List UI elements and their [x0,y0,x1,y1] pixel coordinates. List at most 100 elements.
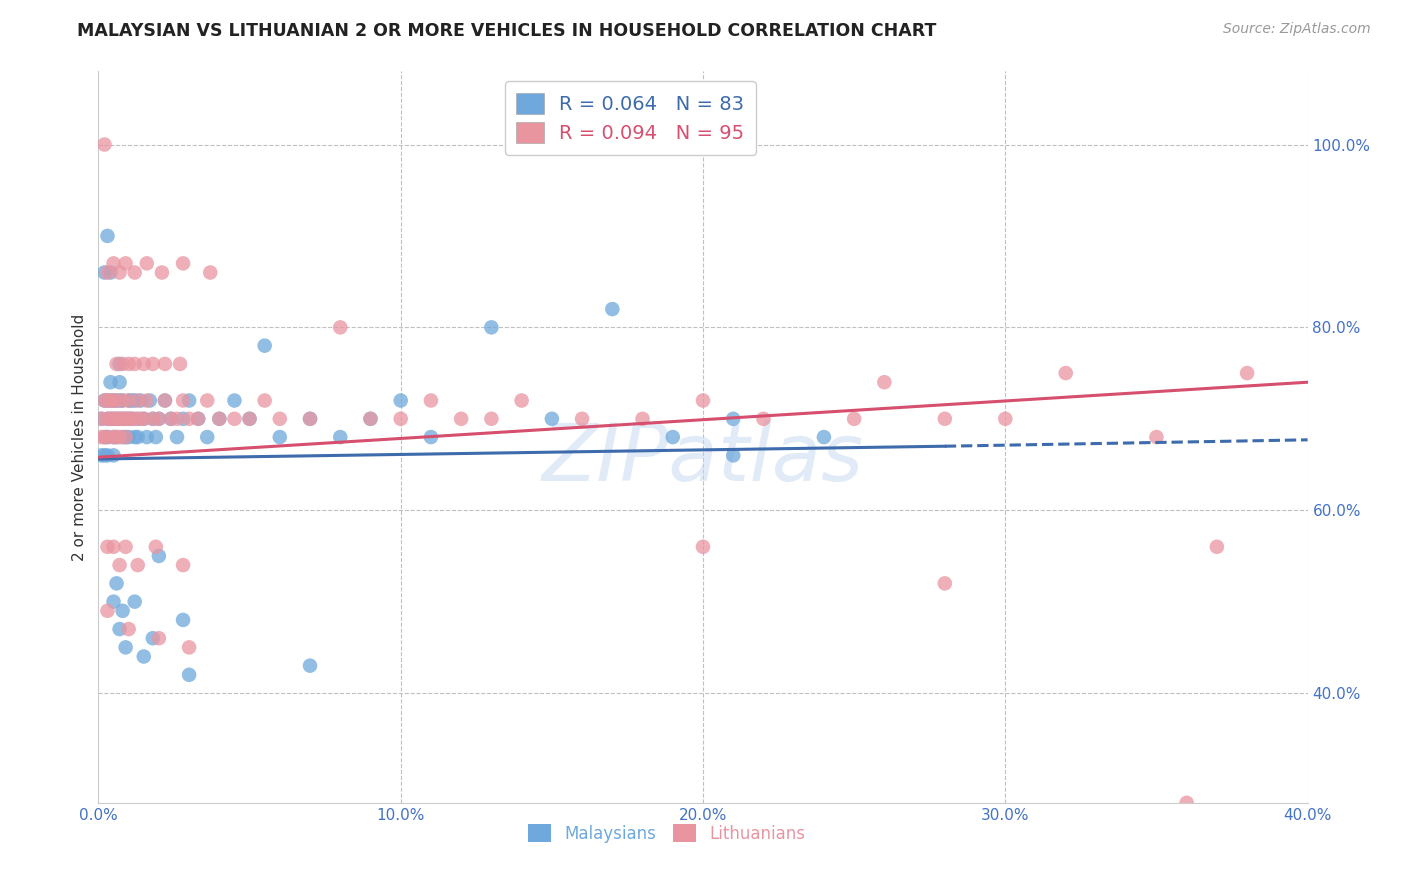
Point [105,412,128,426]
Point [1175,796,1198,810]
Point [90,412,112,426]
Point [118,393,141,408]
Point [145,430,167,444]
Point [132,357,155,371]
Point [166,430,188,444]
Point [239,412,262,426]
Point [114,540,136,554]
Point [103,430,125,444]
Point [96,228,118,243]
Point [100,376,122,390]
Point [111,412,134,426]
Point [208,412,231,426]
Point [121,412,143,426]
Point [224,393,246,408]
Point [172,393,194,408]
Point [118,357,141,371]
Point [1206,540,1229,554]
Point [93,137,115,152]
Point [239,412,262,426]
Point [124,266,146,280]
Point [253,338,276,352]
Point [195,393,218,408]
Legend: Malaysians, Lithuanians: Malaysians, Lithuanians [522,818,813,849]
Point [96,266,118,280]
Point [108,558,131,573]
Point [329,430,352,444]
Point [360,412,382,426]
Point [934,412,956,426]
Point [179,667,201,681]
Point [389,412,412,426]
Point [160,412,183,426]
Point [269,412,291,426]
Point [103,412,125,426]
Point [93,430,115,444]
Point [96,430,118,444]
Point [90,448,112,462]
Point [692,393,714,408]
Point [1054,366,1077,380]
Point [100,393,122,408]
Point [132,412,155,426]
Point [108,430,131,444]
Point [127,558,149,573]
Point [132,412,155,426]
Point [160,412,183,426]
Point [135,393,157,408]
Point [108,622,131,636]
Point [723,412,745,426]
Point [103,412,125,426]
Point [118,412,141,426]
Point [187,412,209,426]
Point [118,622,141,636]
Point [100,266,122,280]
Point [103,540,125,554]
Point [540,412,562,426]
Point [103,430,125,444]
Point [90,430,112,444]
Point [148,412,170,426]
Point [96,393,118,408]
Point [124,357,146,371]
Point [118,430,141,444]
Point [111,393,134,408]
Point [148,412,170,426]
Point [103,256,125,270]
Point [105,393,128,408]
Point [127,430,149,444]
Point [108,376,131,390]
Point [114,430,136,444]
Point [105,393,128,408]
Point [111,430,134,444]
Point [96,430,118,444]
Point [96,412,118,426]
Point [124,594,146,608]
Point [148,549,170,563]
Point [114,430,136,444]
Text: ZIPatlas: ZIPatlas [541,420,865,498]
Point [1144,430,1167,444]
Point [108,393,131,408]
Point [118,393,141,408]
Point [100,393,122,408]
Point [389,393,412,408]
Point [103,448,125,462]
Point [200,266,222,280]
Point [873,376,896,390]
Point [481,320,503,334]
Point [114,412,136,426]
Point [169,357,191,371]
Point [114,640,136,655]
Point [124,430,146,444]
Point [111,412,134,426]
Point [105,430,128,444]
Point [108,266,131,280]
Point [994,412,1017,426]
Point [121,412,143,426]
Point [96,604,118,618]
Point [103,393,125,408]
Point [299,412,322,426]
Point [481,412,503,426]
Point [299,412,322,426]
